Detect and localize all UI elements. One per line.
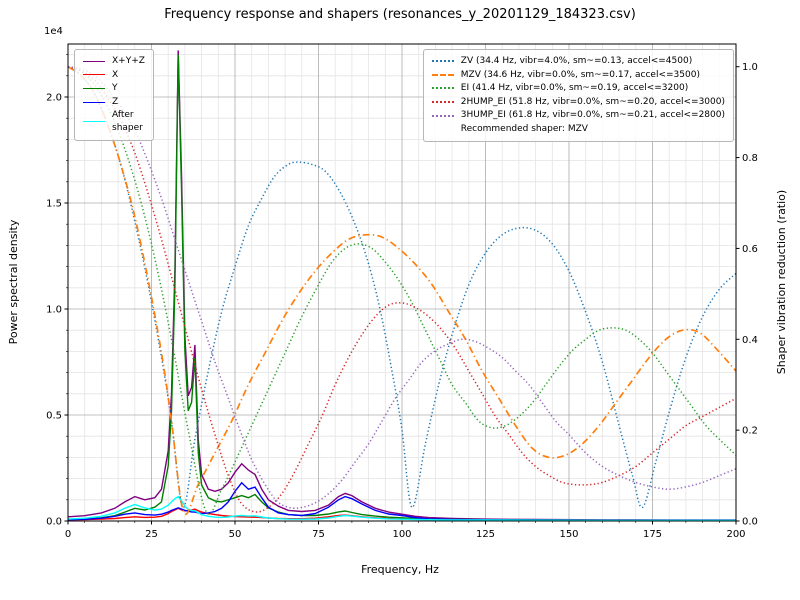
- axis-ticks: 0 25 50 75 100 125 150 175 2000.00.51.01.52.00.0…: [46, 54, 758, 540]
- y-right-tick-label: 0.4: [742, 335, 758, 346]
- psd-curve-y: [68, 54, 736, 521]
- legend-label-x: X: [112, 69, 119, 80]
- line-sample-zv: [431, 60, 454, 63]
- legend-item-ei: EI (41.4 Hz, vibr=0.0%, sm~=0.19, accel<…: [431, 82, 725, 95]
- legend-item-x: X: [83, 69, 145, 82]
- legend-label-after-shaper: After shaper: [112, 110, 143, 133]
- psd-curve-after-shaper: [68, 495, 736, 521]
- legend-item-xyz: X+Y+Z: [83, 55, 145, 68]
- legend-item-mzv: MZV (34.6 Hz, vibr=0.0%, sm~=0.17, accel…: [431, 69, 725, 82]
- chart-title: Frequency response and shapers (resonanc…: [164, 7, 636, 22]
- recommended-shaper-text: Recommended shaper: MZV: [460, 123, 588, 134]
- y-left-tick-label: 1.0: [46, 305, 62, 316]
- y-left-tick-label: 0.5: [46, 411, 62, 422]
- x-tick-label: 175: [643, 529, 662, 540]
- legend-label-mzv: MZV (34.6 Hz, vibr=0.0%, sm~=0.17, accel…: [460, 69, 700, 80]
- shaper-curve-mzv: [68, 65, 736, 516]
- legend-label-ei: EI (41.4 Hz, vibr=0.0%, sm~=0.19, accel<…: [460, 83, 689, 94]
- line-sample-xyz: [83, 60, 105, 62]
- y-right-tick-label: 0.2: [742, 426, 758, 437]
- legend-label-2hump-ei: 2HUMP_EI (51.8 Hz, vibr=0.0%, sm~=0.20, …: [460, 96, 725, 107]
- legend-label-xyz: X+Y+Z: [112, 56, 145, 66]
- y-left-tick-label: 0.0: [46, 517, 62, 528]
- series-curves: [68, 50, 736, 521]
- y-left-tick-label: 1.5: [46, 199, 62, 210]
- y-right-tick-label: 1.0: [742, 62, 758, 73]
- psd-curve-x-y-z: [68, 50, 736, 521]
- legend-item-zv: ZV (34.4 Hz, vibr=4.0%, sm~=0.13, accel<…: [431, 55, 725, 68]
- y-axis-multiplier: 1e4: [44, 26, 63, 37]
- legend-left: X+Y+Z X Y Z After shaper: [74, 49, 154, 141]
- x-axis-label: Frequency, Hz: [361, 563, 439, 576]
- psd-curve-z: [68, 481, 736, 521]
- y-axis-label-right: Shaper vibration reduction (ratio): [775, 189, 788, 375]
- line-sample-ei: [431, 87, 454, 90]
- line-sample-after-shaper: [83, 121, 105, 123]
- line-sample-y: [83, 87, 105, 89]
- x-tick-label: 150: [559, 529, 578, 540]
- legend-item-y: Y: [83, 82, 145, 95]
- y-right-tick-label: 0.0: [742, 517, 758, 528]
- shaper-curve-3hump_ei: [68, 65, 736, 509]
- legend-item-3hump-ei: 3HUMP_EI (61.8 Hz, vibr=0.0%, sm~=0.21, …: [431, 109, 725, 122]
- legend-item-z: Z: [83, 96, 145, 109]
- y-left-tick-label: 2.0: [46, 93, 62, 104]
- legend-label-y: Y: [112, 83, 118, 94]
- legend-item-after-shaper: After shaper: [83, 109, 145, 134]
- line-sample-mzv: [431, 73, 454, 76]
- y-right-tick-label: 0.8: [742, 153, 758, 164]
- x-tick-label: 200: [726, 529, 745, 540]
- legend-label-zv: ZV (34.4 Hz, vibr=4.0%, sm~=0.13, accel<…: [460, 56, 693, 66]
- shaper-curve-2hump_ei: [68, 65, 736, 513]
- legend-item-recommended: Recommended shaper: MZV: [432, 123, 725, 136]
- line-sample-z: [83, 101, 105, 103]
- y-right-tick-label: 0.6: [742, 244, 758, 255]
- x-tick-label: 75: [312, 529, 325, 540]
- legend-label-z: Z: [112, 96, 119, 107]
- line-sample-3hump-ei: [431, 114, 454, 117]
- legend-right: ZV (34.4 Hz, vibr=4.0%, sm~=0.13, accel<…: [422, 49, 734, 142]
- x-tick-label: 125: [476, 529, 495, 540]
- legend-item-2hump-ei: 2HUMP_EI (51.8 Hz, vibr=0.0%, sm~=0.20, …: [431, 96, 725, 109]
- x-tick-label: 50: [229, 529, 242, 540]
- x-tick-label: 25: [145, 529, 158, 540]
- y-axis-label-left: Power spectral density: [7, 219, 20, 345]
- x-tick-label: 0: [65, 529, 71, 540]
- x-tick-label: 100: [392, 529, 411, 540]
- legend-label-3hump-ei: 3HUMP_EI (61.8 Hz, vibr=0.0%, sm~=0.21, …: [460, 110, 725, 121]
- line-sample-x: [83, 74, 105, 76]
- line-sample-2hump-ei: [431, 101, 454, 104]
